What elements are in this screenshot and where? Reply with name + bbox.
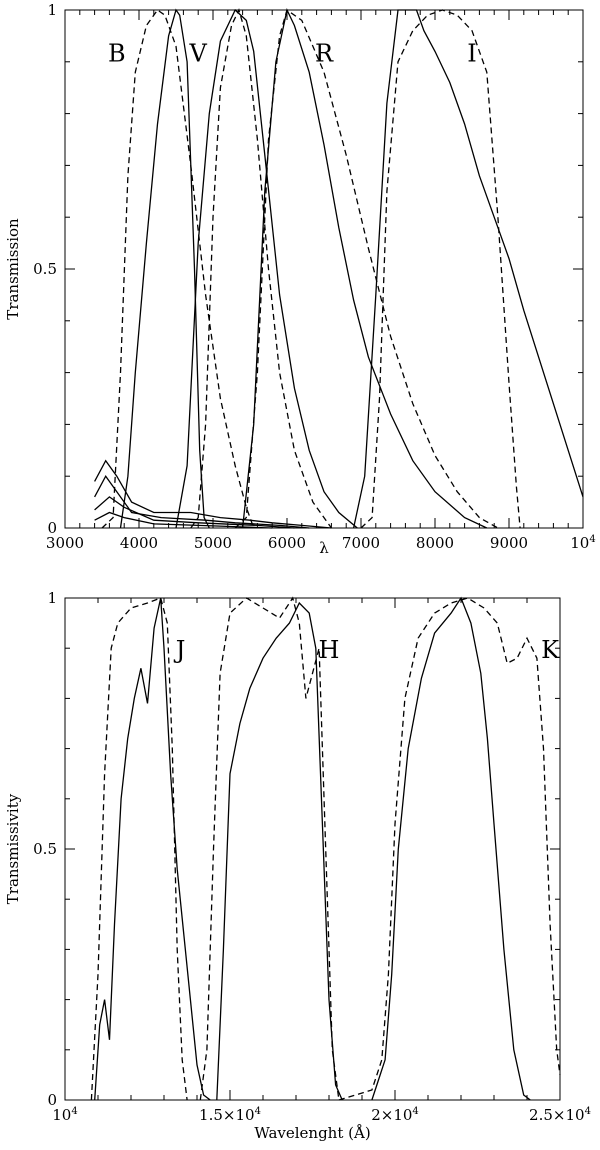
y-tick-label: 1 <box>47 1 57 19</box>
x-tick-label: 1.5×104 <box>199 1106 261 1124</box>
solid-transmission-curve <box>94 474 310 529</box>
x-tick-label: 9000 <box>490 534 528 552</box>
solid-transmission-curve <box>371 596 531 1101</box>
optical-bands-panel: 3000 4000 5000 6000 7000 8000 9000 104 0 0.5 1 λ Tra… <box>4 1 596 557</box>
dashed-transmission-curve <box>190 8 332 529</box>
y-axis-label: Transmission <box>4 218 22 320</box>
band-label-I: I <box>467 39 476 67</box>
solid-transmission-curve <box>94 597 211 1101</box>
band-label-J: J <box>173 636 186 664</box>
x-tick-label: 104 <box>52 1106 77 1124</box>
solid-transmission-curve <box>94 496 295 529</box>
solid-transmission-curve <box>94 511 273 529</box>
dashed-transmission-curve <box>199 596 340 1101</box>
x-tick-label: 5000 <box>194 534 232 552</box>
band-label-R: R <box>315 39 334 67</box>
dashed-transmission-curve <box>101 9 255 529</box>
y-axis-label: Transmissivity <box>4 793 22 904</box>
dashed-transmission-curve <box>90 597 188 1101</box>
infrared-bands-panel: 104 1.5×104 2×104 2.5×104 0 0.5 1 Wavelenght (Å… <box>4 589 591 1142</box>
solid-transmission-curve <box>216 601 343 1101</box>
x-tick-label: 4000 <box>120 534 158 552</box>
x-tick-label: 104 <box>570 534 595 552</box>
band-label-B: B <box>108 39 126 67</box>
dashed-transmission-curve <box>234 8 499 529</box>
band-label-K: K <box>541 636 560 664</box>
solid-transmission-curve <box>175 8 358 529</box>
y-tick-label: 0.5 <box>33 840 57 858</box>
band-label-H: H <box>319 636 340 664</box>
x-tick-label: 3000 <box>46 534 84 552</box>
dashed-transmission-curve <box>338 597 561 1101</box>
x-tick-label: 2.5×104 <box>529 1106 591 1124</box>
x-tick-label: 6000 <box>268 534 306 552</box>
y-tick-label: 0 <box>47 519 57 537</box>
x-tick-label: 8000 <box>416 534 454 552</box>
solid-transmission-curve <box>119 8 210 529</box>
band-label-V: V <box>189 39 208 67</box>
x-tick-label: 2×104 <box>371 1106 419 1124</box>
solid-transmission-curve <box>241 7 488 529</box>
y-tick-label: 0.5 <box>33 260 57 278</box>
plot-frame <box>64 9 584 529</box>
x-axis-label: λ <box>319 539 329 557</box>
x-axis-label: Wavelenght (Å) <box>254 1124 370 1142</box>
solid-transmission-curve <box>94 459 332 529</box>
y-tick-label: 0 <box>47 1091 57 1109</box>
dashed-transmission-curve <box>360 9 521 529</box>
solid-transmission-curve <box>352 9 584 529</box>
y-tick-label: 1 <box>47 589 57 607</box>
x-tick-label: 7000 <box>342 534 380 552</box>
